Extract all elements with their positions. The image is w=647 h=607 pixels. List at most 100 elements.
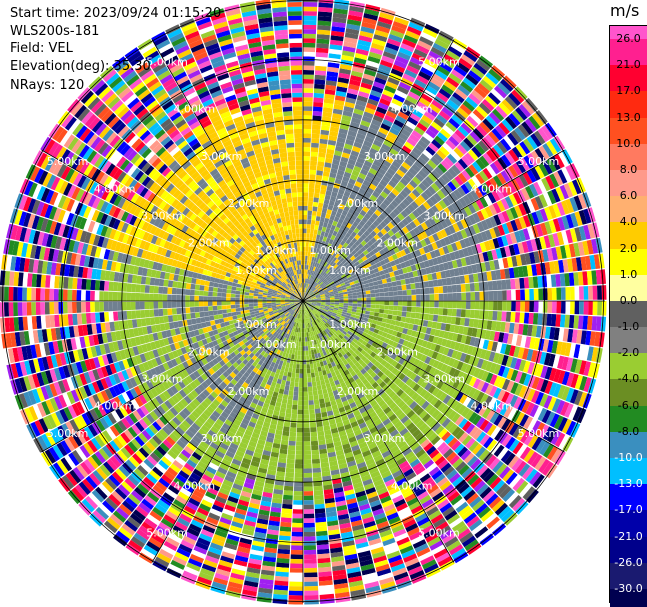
velocity-bin (344, 280, 350, 285)
velocity-bin (430, 46, 445, 58)
velocity-bin (316, 348, 320, 354)
velocity-bin (417, 338, 424, 346)
velocity-bin (476, 483, 489, 496)
velocity-bin (308, 391, 313, 396)
velocity-bin (345, 244, 352, 251)
velocity-bin (303, 472, 313, 478)
velocity-bin (335, 197, 342, 204)
velocity-bin (354, 315, 360, 319)
velocity-bin (304, 292, 307, 297)
velocity-bin (416, 75, 429, 85)
velocity-bin (307, 283, 310, 289)
velocity-bin (460, 183, 470, 195)
velocity-bin (389, 324, 395, 330)
velocity-bin (308, 354, 313, 360)
velocity-bin (360, 385, 367, 392)
velocity-bin (329, 357, 334, 363)
velocity-bin (347, 290, 353, 294)
velocity-bin (568, 272, 575, 286)
velocity-bin (394, 258, 401, 265)
velocity-bin (314, 83, 325, 90)
velocity-bin (436, 65, 451, 77)
velocity-bin (488, 131, 500, 144)
velocity-bin (428, 50, 443, 62)
velocity-bin (552, 203, 562, 218)
velocity-bin (316, 279, 320, 284)
velocity-bin (363, 352, 370, 359)
velocity-bin (431, 387, 440, 397)
velocity-bin (338, 292, 344, 296)
velocity-bin (321, 226, 327, 232)
velocity-bin (357, 499, 369, 507)
velocity-bin (474, 187, 483, 199)
velocity-bin (460, 229, 468, 239)
velocity-bin (296, 423, 303, 428)
velocity-bin (319, 316, 324, 321)
velocity-bin (421, 179, 431, 189)
velocity-bin (565, 198, 575, 214)
velocity-bin (348, 436, 357, 443)
velocity-bin (343, 278, 349, 283)
velocity-bin (445, 253, 452, 262)
velocity-bin (343, 389, 351, 396)
velocity-bin (519, 312, 525, 324)
velocity-bin (363, 365, 371, 372)
velocity-bin (394, 362, 402, 370)
velocity-bin (304, 305, 306, 310)
velocity-bin (325, 302, 331, 304)
velocity-bin (326, 313, 332, 317)
velocity-bin (561, 418, 572, 434)
velocity-bin (384, 171, 393, 180)
velocity-bin (334, 150, 343, 157)
velocity-bin (316, 362, 321, 368)
velocity-bin (309, 291, 314, 296)
velocity-bin (483, 281, 489, 291)
velocity-bin (349, 225, 356, 232)
velocity-bin (588, 301, 593, 315)
velocity-bin (316, 34, 330, 40)
velocity-bin (408, 258, 415, 266)
velocity-bin (366, 491, 378, 499)
velocity-bin (329, 48, 342, 55)
velocity-bin (424, 287, 430, 295)
velocity-bin (496, 172, 507, 185)
velocity-bin (340, 251, 346, 258)
velocity-bin (374, 289, 380, 294)
velocity-bin (425, 146, 436, 156)
velocity-bin (430, 513, 444, 525)
velocity-bin (380, 235, 387, 243)
velocity-bin (357, 392, 365, 399)
velocity-bin (411, 130, 423, 140)
velocity-bin (306, 294, 310, 298)
velocity-bin (380, 93, 393, 102)
velocity-bin (410, 479, 422, 489)
velocity-bin (389, 148, 399, 157)
velocity-bin (526, 388, 536, 402)
velocity-bin (406, 341, 413, 349)
velocity-bin (362, 73, 375, 81)
velocity-bin (527, 153, 538, 167)
velocity-bin (454, 129, 466, 141)
velocity-bin (335, 343, 341, 349)
velocity-bin (414, 79, 427, 89)
velocity-bin (406, 253, 413, 260)
velocity-bin (330, 168, 338, 174)
velocity-bin (424, 163, 434, 173)
velocity-bin (307, 255, 310, 261)
velocity-bin (570, 358, 578, 373)
velocity-bin (419, 494, 432, 505)
velocity-bin (319, 306, 325, 309)
velocity-bin (421, 498, 434, 509)
velocity-bin (376, 238, 384, 245)
velocity-bin (423, 442, 434, 452)
velocity-bin (324, 162, 332, 168)
velocity-bin (318, 198, 325, 204)
velocity-bin (315, 248, 320, 254)
velocity-bin (417, 397, 427, 407)
velocity-bin (510, 382, 519, 395)
velocity-bin (493, 375, 502, 387)
velocity-bin (560, 287, 566, 300)
velocity-bin (479, 301, 485, 310)
velocity-bin (322, 330, 327, 336)
velocity-bin (448, 367, 457, 377)
